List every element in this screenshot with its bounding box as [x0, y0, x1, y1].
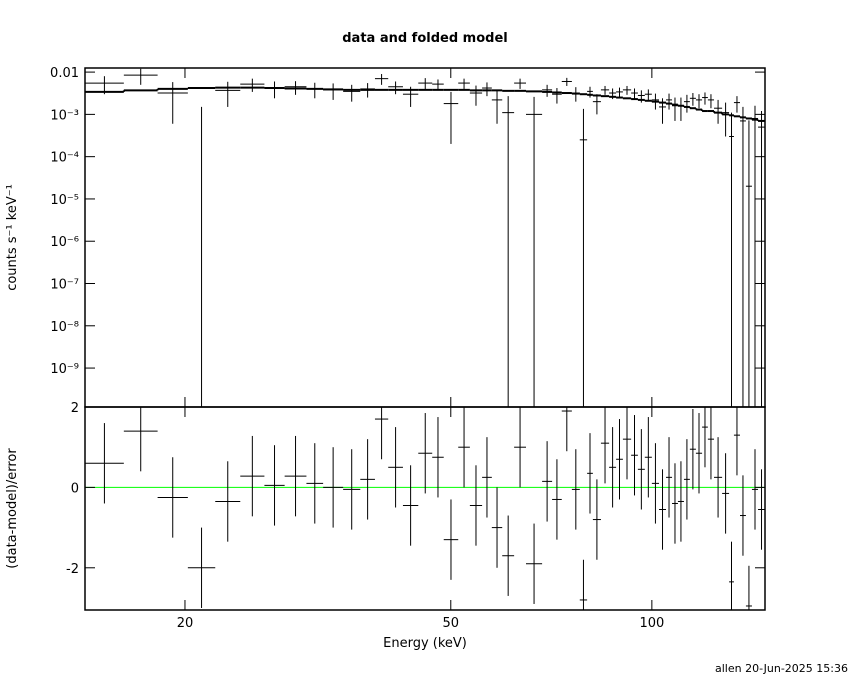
y-tick-label: 0 — [71, 481, 79, 496]
y-tick-label: 10⁻⁹ — [50, 362, 79, 377]
y-tick-label: -2 — [66, 562, 79, 577]
y-tick-label: 2 — [71, 401, 79, 416]
footer: allen 20-Jun-2025 15:36 — [715, 662, 848, 675]
y-tick-label: 0.01 — [50, 66, 79, 81]
x-tick-label: 100 — [639, 616, 664, 631]
y-tick-label: 10⁻⁴ — [50, 151, 79, 166]
chart-title: data and folded model — [342, 31, 508, 46]
x-axis-label: Energy (keV) — [383, 636, 467, 651]
y-tick-label: 10⁻⁶ — [50, 235, 79, 250]
frame — [84, 406, 766, 611]
y-tick-label: 10⁻⁸ — [50, 320, 79, 335]
y-axis-label: counts s⁻¹ keV⁻¹ — [5, 184, 20, 291]
y-tick-label: 10⁻⁷ — [50, 278, 79, 293]
y-tick-label: 10⁻³ — [50, 108, 79, 123]
y-tick-label: 10⁻⁵ — [50, 193, 79, 208]
x-tick-label: 20 — [177, 616, 194, 631]
plot-area — [85, 407, 765, 610]
x-tick-label: 50 — [443, 616, 460, 631]
y-axis-label: (data-model)/error — [5, 448, 20, 569]
plot-area — [85, 68, 765, 407]
